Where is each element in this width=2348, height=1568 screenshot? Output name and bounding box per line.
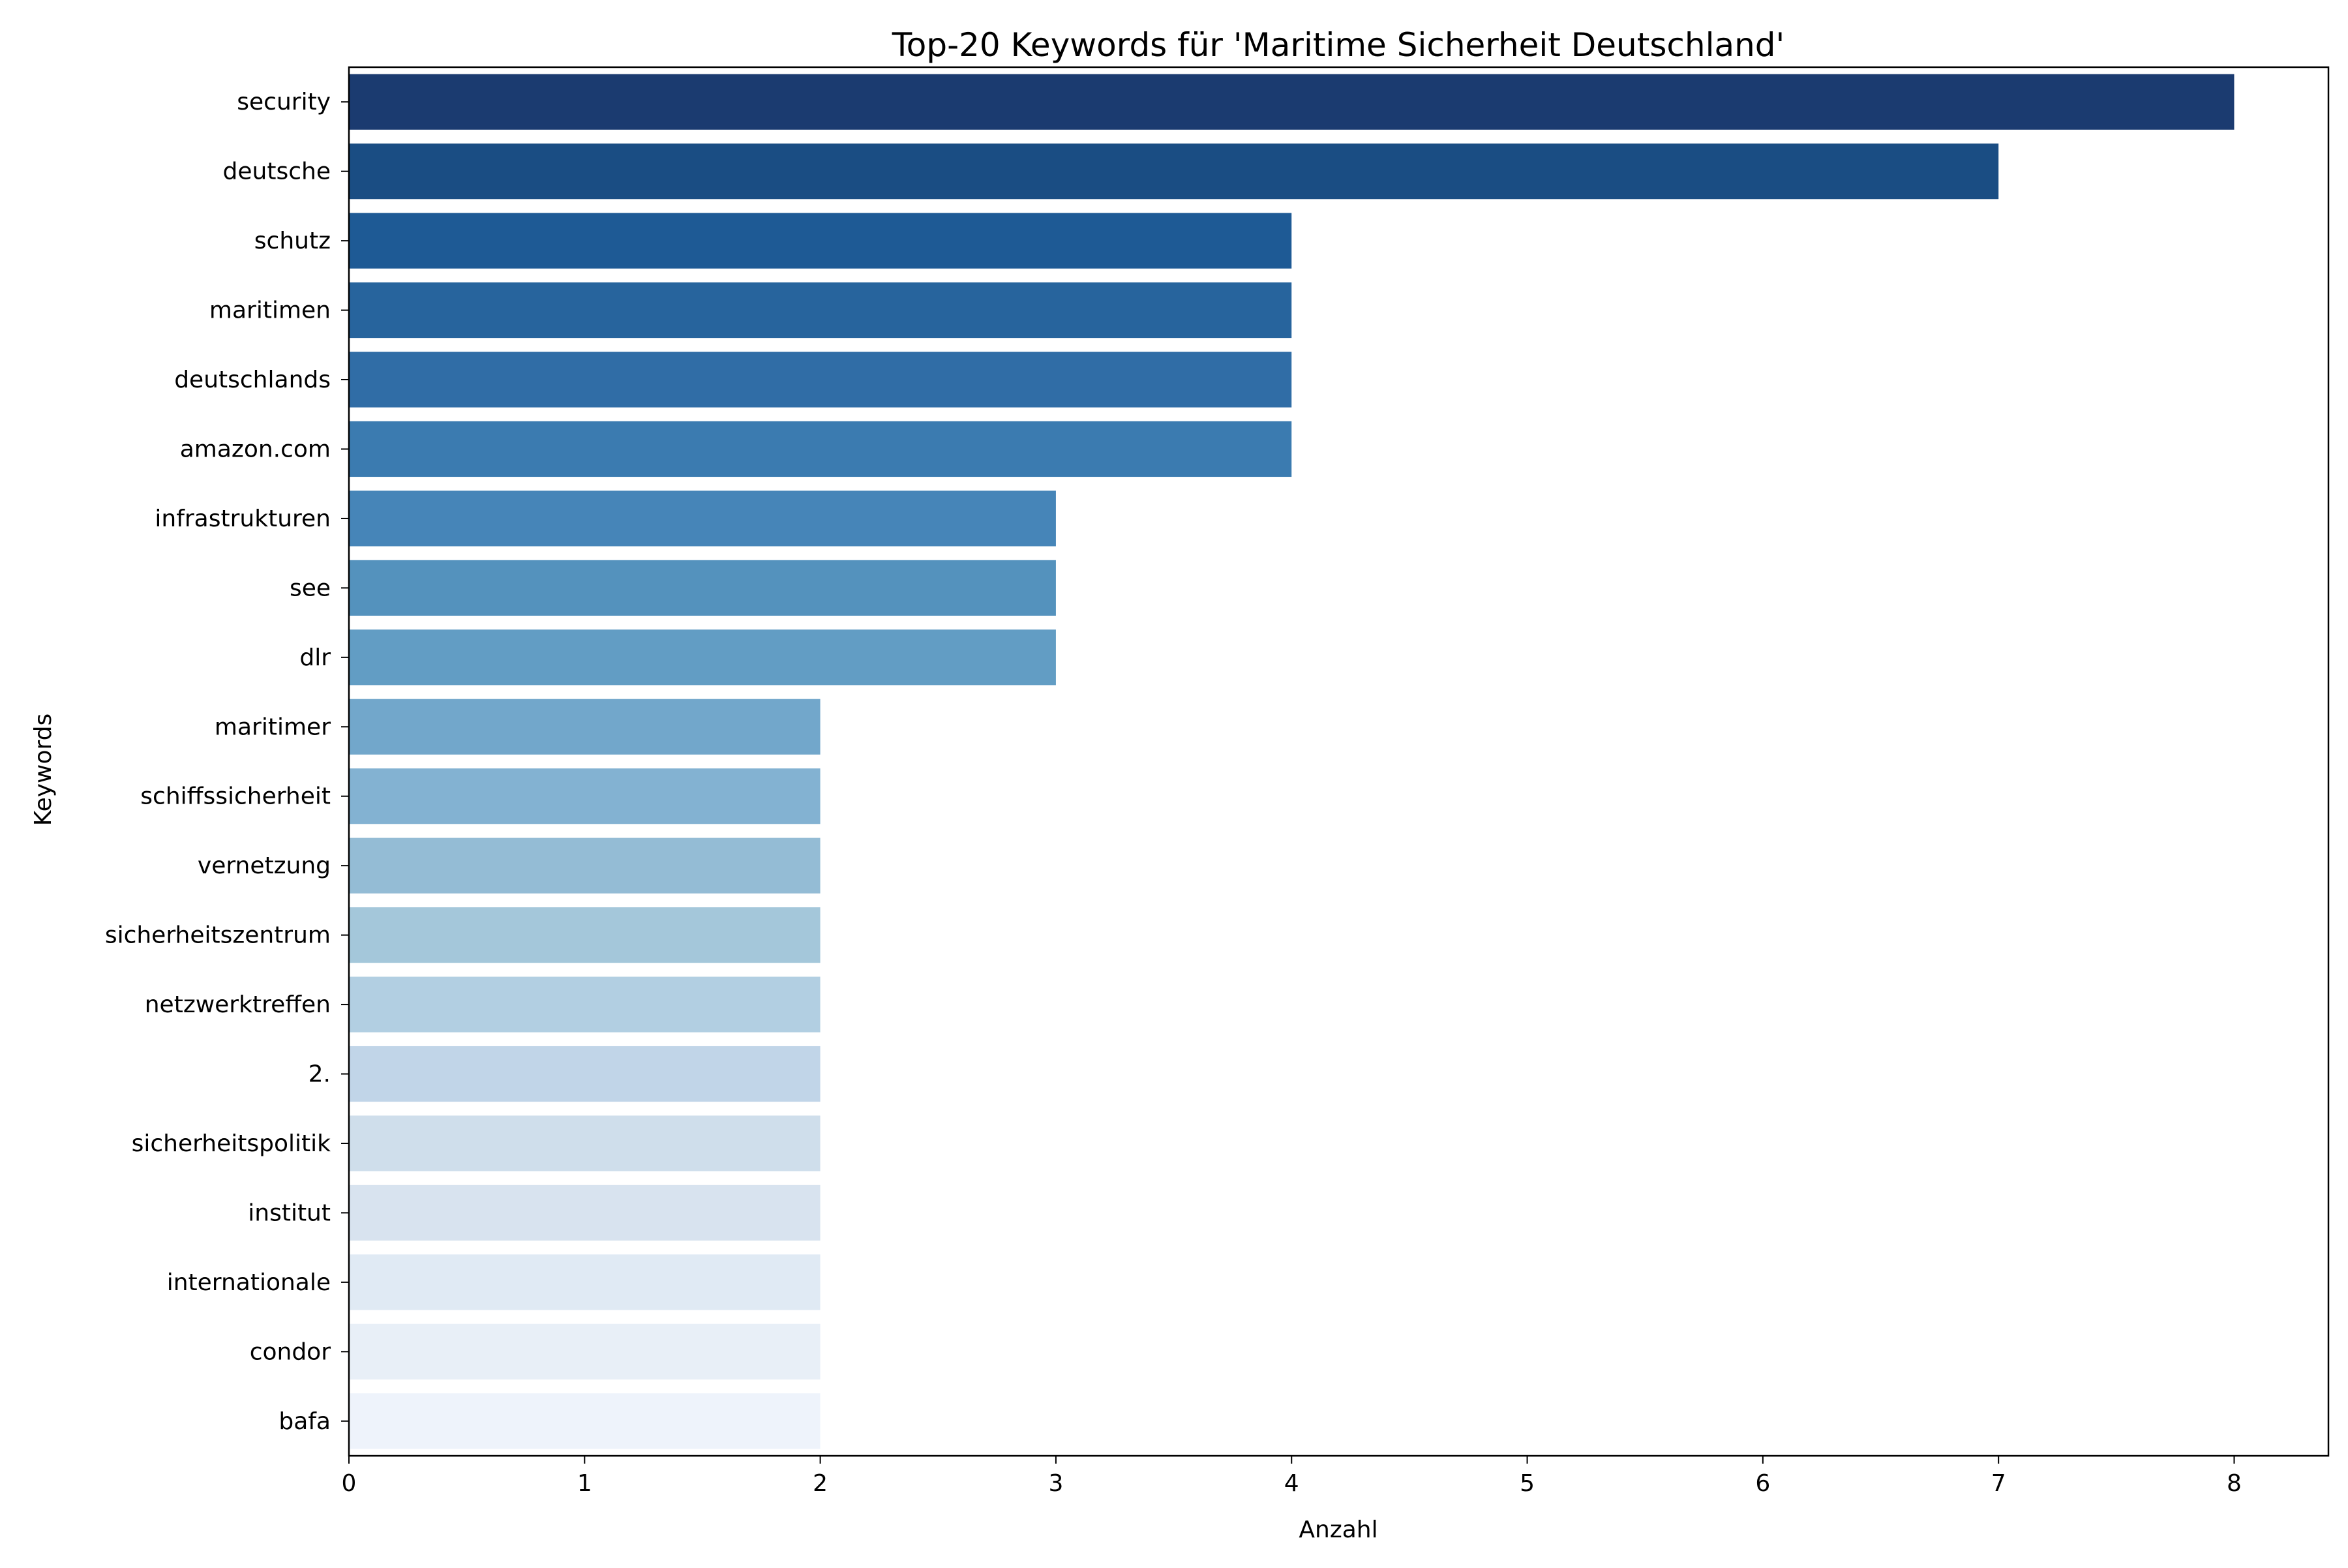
- bar-10: [349, 768, 820, 824]
- bar-2: [349, 213, 1292, 269]
- bar-18: [349, 1323, 820, 1380]
- bar-13: [349, 976, 820, 1033]
- y-tick-label: 2.: [309, 1061, 331, 1088]
- bar-17: [349, 1254, 820, 1310]
- y-tick-label: internationale: [167, 1269, 331, 1296]
- y-tick-label: maritimer: [215, 714, 331, 740]
- x-tick-label: 3: [1048, 1470, 1063, 1497]
- y-tick-label: institut: [248, 1199, 331, 1226]
- y-tick-label: dlr: [299, 644, 331, 671]
- y-tick-label: sicherheitszentrum: [105, 922, 331, 949]
- bar-4: [349, 352, 1292, 408]
- y-tick-label: see: [290, 575, 331, 601]
- y-tick-label: schutz: [254, 228, 331, 254]
- y-tick-label: infrastrukturen: [155, 505, 331, 532]
- bar-15: [349, 1115, 820, 1171]
- y-tick-label: deutsche: [223, 158, 331, 185]
- y-tick-label: maritimen: [209, 297, 331, 324]
- bar-12: [349, 907, 820, 963]
- y-axis-label: Keywords: [30, 714, 57, 826]
- x-tick-label: 2: [813, 1470, 828, 1497]
- y-tick-label: deutschlands: [174, 367, 331, 393]
- x-axis-label: Anzahl: [1299, 1516, 1377, 1543]
- bars-layer: [349, 74, 2235, 1449]
- bar-14: [349, 1046, 820, 1102]
- bar-7: [349, 560, 1056, 616]
- y-tick-label: condor: [250, 1338, 331, 1365]
- bar-0: [349, 74, 2235, 130]
- x-tick-label: 6: [1755, 1470, 1770, 1497]
- y-axis: security deutsche schutz maritimen deutschla…: [105, 89, 349, 1435]
- plot-frame: [348, 66, 2330, 1457]
- bar-9: [349, 699, 820, 755]
- bar-5: [349, 421, 1292, 477]
- bar-8: [349, 629, 1056, 686]
- x-tick-label: 1: [577, 1470, 592, 1497]
- chart-title: Top-20 Keywords für 'Maritime Sicherheit…: [892, 26, 1785, 64]
- y-tick-label: bafa: [278, 1408, 331, 1435]
- x-tick-label: 0: [342, 1470, 357, 1497]
- y-tick-label: sicherheitspolitik: [132, 1130, 331, 1157]
- x-axis: 0 1 2 3 4 5 6 7 8: [342, 1456, 2242, 1497]
- x-tick-label: 8: [2227, 1470, 2242, 1497]
- bar-3: [349, 282, 1292, 339]
- bar-6: [349, 490, 1056, 547]
- y-tick-label: vernetzung: [198, 852, 331, 879]
- x-tick-label: 4: [1284, 1470, 1299, 1497]
- y-tick-label: security: [237, 89, 331, 115]
- y-tick-label: netzwerktreffen: [145, 991, 331, 1018]
- x-tick-label: 7: [1991, 1470, 2006, 1497]
- bar-11: [349, 837, 820, 894]
- bar-16: [349, 1184, 820, 1241]
- x-tick-label: 5: [1520, 1470, 1535, 1497]
- bar-1: [349, 143, 1999, 200]
- y-tick-label: amazon.com: [180, 436, 331, 462]
- y-tick-label: schiffssicherheit: [140, 783, 331, 810]
- bar-19: [349, 1393, 820, 1449]
